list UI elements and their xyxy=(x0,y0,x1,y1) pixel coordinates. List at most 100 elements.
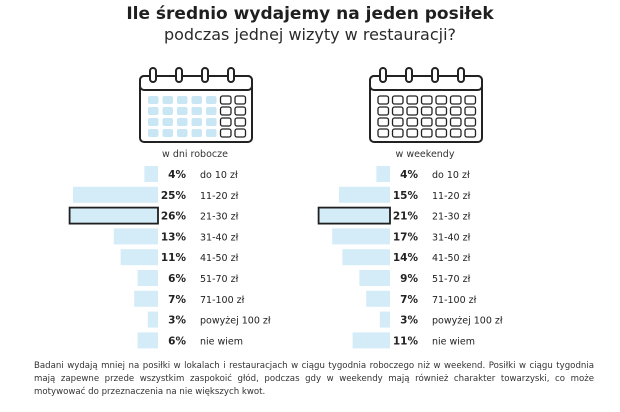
panel-label-weekends: w weekendy xyxy=(395,149,455,160)
calendar-day-cell xyxy=(435,95,448,105)
calendar-day-cell xyxy=(377,128,390,138)
calendar-day-cell xyxy=(162,129,173,137)
category-label: 31-40 zł xyxy=(432,232,471,243)
bar xyxy=(113,228,158,245)
calendar-day-cell xyxy=(464,106,477,116)
category-label: 51-70 zł xyxy=(200,274,239,285)
category-label: 11-20 zł xyxy=(200,191,239,202)
bar xyxy=(144,166,158,182)
bar xyxy=(359,270,390,286)
calendar-day-cell xyxy=(449,95,462,105)
calendar-day-cell xyxy=(391,128,404,138)
bar xyxy=(137,270,158,286)
calendar-day-cell xyxy=(406,117,419,127)
data-label: 3% xyxy=(168,315,186,327)
bar xyxy=(73,186,158,203)
category-label: 51-70 zł xyxy=(432,274,471,285)
calendar-day-cell xyxy=(148,129,159,137)
bar xyxy=(317,206,391,225)
calendar-day-cell xyxy=(234,128,247,138)
calendar-day-cell xyxy=(406,106,419,116)
bar xyxy=(366,290,390,307)
data-label: 7% xyxy=(400,294,418,306)
calendar-day-cell xyxy=(377,95,390,105)
data-label: 4% xyxy=(168,169,186,181)
calendar-day-cell xyxy=(191,129,202,137)
calendar-day-cell xyxy=(420,95,433,105)
calendar-day-cell xyxy=(177,129,188,137)
category-label: 21-30 zł xyxy=(200,212,239,223)
category-label: powyżej 100 zł xyxy=(200,316,271,327)
calendar-day-cell xyxy=(464,128,477,138)
category-label: 31-40 zł xyxy=(200,232,239,243)
bar xyxy=(134,290,158,307)
panel-label-weekdays: w dni robocze xyxy=(162,149,228,160)
data-label: 14% xyxy=(393,252,419,264)
data-label: 17% xyxy=(393,231,419,243)
bar xyxy=(352,332,390,349)
data-label: 11% xyxy=(161,252,187,264)
calendar-day-cell xyxy=(406,95,419,105)
calendar-icon xyxy=(139,67,253,143)
calendar-day-cell xyxy=(234,117,247,127)
calendar-day-cell xyxy=(191,96,202,104)
category-label: 11-20 zł xyxy=(432,191,471,202)
calendar-day-cell xyxy=(206,107,217,115)
calendar-day-cell xyxy=(449,128,462,138)
calendar-day-cell xyxy=(206,96,217,104)
category-label: 41-50 zł xyxy=(200,253,239,264)
calendar-day-cell xyxy=(162,107,173,115)
chart-title: Ile średnio wydajemy na jeden posiłek xyxy=(126,4,494,24)
calendar-day-cell xyxy=(177,107,188,115)
category-label: do 10 zł xyxy=(432,170,470,181)
calendar-day-cell xyxy=(177,96,188,104)
data-label: 26% xyxy=(161,211,187,223)
calendar-day-cell xyxy=(377,117,390,127)
calendar-day-cell xyxy=(148,118,159,126)
calendar-day-cell xyxy=(406,128,419,138)
bar xyxy=(379,311,390,328)
data-label: 21% xyxy=(393,211,419,223)
bar xyxy=(339,186,390,203)
category-label: powyżej 100 zł xyxy=(432,316,503,327)
calendar-day-cell xyxy=(162,118,173,126)
bar xyxy=(376,166,390,182)
calendar-day-cell xyxy=(191,118,202,126)
bar xyxy=(120,249,158,266)
category-label: do 10 zł xyxy=(200,170,238,181)
data-label: 11% xyxy=(393,335,419,347)
category-label: 41-50 zł xyxy=(432,253,471,264)
category-label: nie wiem xyxy=(200,336,243,347)
calendar-day-cell xyxy=(449,117,462,127)
calendar-day-cell xyxy=(435,117,448,127)
calendar-day-cell xyxy=(391,117,404,127)
calendar-day-cell xyxy=(219,95,232,105)
data-label: 6% xyxy=(168,273,186,285)
calendar-day-cell xyxy=(464,117,477,127)
bar xyxy=(137,332,158,349)
bar xyxy=(332,228,390,245)
category-label: 71-100 zł xyxy=(432,295,477,306)
footnote: Badani wydają mniej na posiłki w lokalac… xyxy=(34,361,594,397)
calendar-day-cell xyxy=(206,118,217,126)
calendar-day-cell xyxy=(449,106,462,116)
data-label: 9% xyxy=(400,273,418,285)
calendar-day-cell xyxy=(464,95,477,105)
data-label: 6% xyxy=(168,335,186,347)
calendar-day-cell xyxy=(234,106,247,116)
calendar-day-cell xyxy=(148,107,159,115)
data-label: 4% xyxy=(400,169,418,181)
data-label: 13% xyxy=(161,231,187,243)
bar xyxy=(147,311,158,328)
chart-subtitle: podczas jednej wizyty w restauracji? xyxy=(163,25,457,44)
calendar-day-cell xyxy=(420,128,433,138)
category-label: nie wiem xyxy=(432,336,475,347)
calendar-day-cell xyxy=(162,96,173,104)
data-label: 15% xyxy=(393,190,419,202)
calendar-day-cell xyxy=(435,128,448,138)
calendar-day-cell xyxy=(234,95,247,105)
calendar-day-cell xyxy=(420,117,433,127)
calendar-day-cell xyxy=(148,96,159,104)
data-label: 7% xyxy=(168,294,186,306)
data-label: 25% xyxy=(161,190,187,202)
